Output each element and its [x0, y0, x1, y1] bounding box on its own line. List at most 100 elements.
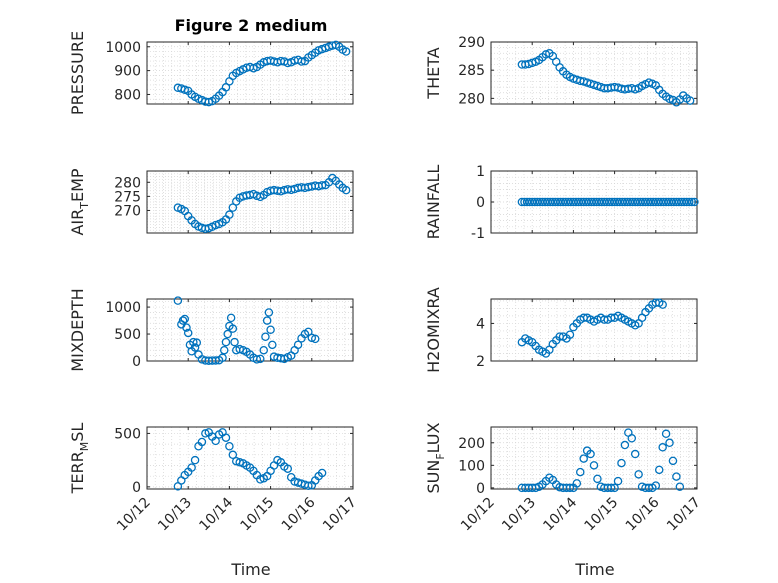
y-axis-label-rest: LUX	[424, 422, 443, 453]
y-tick-label: 0	[476, 481, 485, 497]
data-point	[180, 314, 190, 324]
y-tick-label: 270	[114, 203, 141, 219]
data-point	[579, 454, 588, 463]
data-point	[261, 332, 270, 341]
data-point	[187, 463, 196, 472]
data-point	[589, 461, 599, 470]
data-point	[613, 476, 623, 486]
data-point	[219, 345, 229, 355]
data-point	[620, 440, 630, 450]
axes-box	[146, 426, 354, 490]
axes-box	[146, 298, 354, 362]
data-point	[572, 479, 582, 488]
data-point	[226, 313, 236, 323]
y-tick-label: 200	[458, 436, 485, 452]
x-axis-label-left: Time	[230, 560, 270, 579]
data-point	[225, 210, 234, 219]
y-tick-label: 900	[114, 64, 141, 80]
data-point	[317, 468, 327, 478]
y-tick-label: -1	[471, 226, 485, 242]
data-point	[576, 467, 585, 477]
grid	[490, 299, 698, 362]
data-point	[297, 57, 306, 66]
series-markers	[173, 40, 351, 107]
x-axis-label-right: Time	[574, 560, 614, 579]
data-point	[264, 308, 274, 317]
data-point	[610, 483, 619, 493]
data-point	[658, 443, 667, 452]
y-tick-label: 0	[476, 195, 485, 211]
data-point	[307, 333, 317, 343]
series-markers	[173, 173, 351, 234]
data-point	[661, 429, 671, 439]
y-axis-label: H2OMIXRA	[424, 287, 443, 373]
y-tick-label: 800	[114, 87, 141, 103]
data-point	[685, 197, 694, 207]
data-point	[178, 316, 188, 325]
data-point	[627, 434, 637, 443]
data-point	[304, 481, 313, 491]
y-tick-label: 275	[114, 189, 141, 205]
panel-h2omixra: 2 4 H2OMIXRA	[424, 287, 698, 373]
data-point	[341, 185, 351, 195]
data-point	[228, 450, 238, 460]
axes-box	[490, 426, 698, 490]
data-point	[218, 353, 227, 363]
data-point	[230, 337, 239, 347]
series-markers	[173, 296, 320, 365]
data-point	[658, 300, 667, 309]
y-axis-label: RAINFALL	[424, 165, 443, 240]
data-point	[293, 340, 303, 350]
data-point	[211, 436, 220, 446]
y-tick-label: 0	[132, 480, 141, 496]
data-point	[183, 328, 193, 338]
data-point	[190, 455, 200, 465]
panel-theta: 280 285 290 THETA	[424, 35, 698, 107]
y-axis-label: SUNFLUX	[424, 422, 447, 493]
axes-box	[146, 170, 354, 234]
data-point	[617, 458, 626, 468]
panel-pressure: 800 900 1000 PRESSURE	[68, 31, 354, 115]
data-point	[310, 334, 320, 344]
y-axis-label-sub: M	[78, 442, 91, 452]
y-axis-label: TERRMSL	[68, 423, 91, 495]
data-point	[189, 337, 198, 347]
data-point	[565, 483, 575, 493]
y-axis-label-main: TERR	[68, 451, 87, 494]
axes-box	[490, 41, 698, 105]
data-point	[256, 354, 265, 364]
y-tick-label: 280	[458, 91, 485, 107]
y-axis-label-main: SUN	[424, 460, 443, 494]
figure-title: Figure 2 medium	[175, 16, 328, 35]
y-tick-label: 2	[476, 354, 485, 370]
data-point	[225, 441, 234, 451]
data-point	[192, 338, 202, 347]
data-point	[201, 429, 210, 438]
panel-rainfall: -1 0 1 RAINFALL	[424, 164, 699, 242]
data-point	[651, 481, 661, 490]
data-point	[685, 96, 695, 105]
series-markers	[517, 298, 667, 358]
data-point	[256, 475, 265, 484]
y-axis-label: MIXDEPTH	[68, 288, 87, 371]
series-markers	[173, 428, 327, 491]
y-axis-label-sub: T	[78, 202, 91, 210]
y-axis-label: PRESSURE	[68, 31, 87, 115]
data-point	[228, 203, 238, 212]
data-point	[593, 474, 602, 484]
y-axis-label: THETA	[424, 47, 443, 99]
data-point	[223, 329, 232, 339]
data-point	[190, 343, 200, 352]
data-point	[665, 438, 674, 448]
data-point	[235, 458, 244, 467]
data-point	[565, 330, 575, 339]
series-markers	[517, 197, 699, 207]
series-markers	[517, 428, 685, 493]
data-point	[654, 465, 664, 475]
data-point	[672, 472, 681, 481]
data-point	[630, 449, 640, 459]
data-point	[228, 324, 238, 333]
y-axis-label-main: AIR	[68, 209, 87, 236]
data-point	[221, 433, 231, 442]
